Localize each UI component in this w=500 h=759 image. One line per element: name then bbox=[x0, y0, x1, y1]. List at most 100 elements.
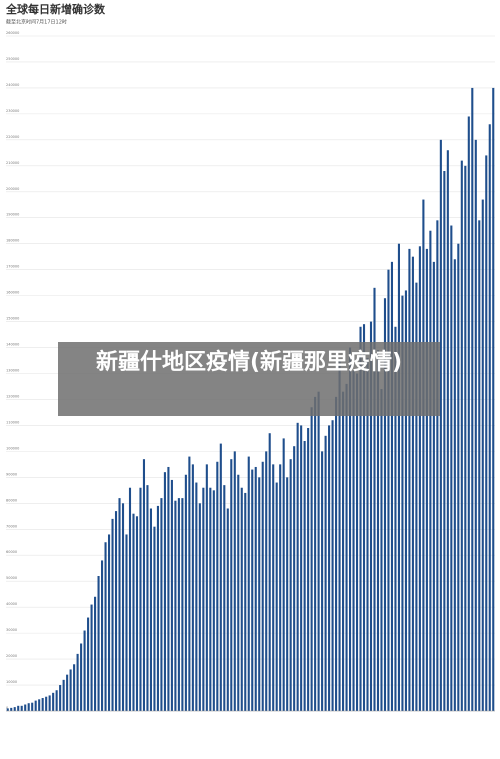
y-tick-label: 90000 bbox=[6, 472, 17, 476]
bar bbox=[87, 617, 90, 711]
y-tick-label: 240000 bbox=[6, 83, 19, 87]
bar bbox=[66, 674, 69, 711]
y-tick-label: 200000 bbox=[6, 187, 19, 191]
bar bbox=[101, 560, 104, 711]
bar bbox=[338, 360, 341, 711]
bar bbox=[195, 482, 198, 711]
bar bbox=[282, 438, 285, 711]
bar bbox=[121, 503, 125, 711]
bar bbox=[135, 516, 139, 711]
bar bbox=[254, 466, 257, 711]
bar bbox=[429, 230, 432, 711]
bar bbox=[107, 534, 111, 711]
bar bbox=[156, 505, 159, 711]
bar bbox=[261, 461, 264, 711]
bar bbox=[55, 690, 58, 711]
bar bbox=[41, 698, 44, 711]
bar bbox=[59, 685, 62, 711]
bar bbox=[94, 596, 97, 711]
bar bbox=[146, 485, 149, 711]
bar bbox=[69, 669, 72, 711]
bar bbox=[279, 464, 282, 711]
bar bbox=[76, 653, 79, 711]
y-tick-label: 10000 bbox=[6, 680, 17, 684]
bar bbox=[401, 295, 404, 711]
y-tick-label: 70000 bbox=[6, 524, 17, 528]
bar bbox=[331, 420, 334, 711]
bar bbox=[216, 461, 219, 711]
y-tick-label: 150000 bbox=[6, 317, 19, 321]
bar bbox=[464, 165, 467, 712]
bar bbox=[272, 464, 275, 711]
bar bbox=[139, 487, 142, 711]
bar bbox=[20, 705, 23, 711]
bar bbox=[202, 487, 205, 711]
bar bbox=[404, 290, 407, 711]
bar bbox=[188, 456, 191, 711]
bar bbox=[373, 287, 376, 711]
bar bbox=[471, 87, 474, 711]
bar bbox=[181, 498, 184, 711]
bar bbox=[209, 487, 212, 711]
y-tick-label: 180000 bbox=[6, 239, 19, 243]
y-tick-label: 20000 bbox=[6, 654, 17, 658]
bar bbox=[45, 696, 48, 711]
bar bbox=[73, 664, 76, 711]
bar bbox=[230, 459, 233, 711]
bar bbox=[62, 679, 65, 711]
bar bbox=[34, 700, 37, 711]
bar bbox=[432, 261, 435, 711]
bar bbox=[251, 469, 254, 711]
y-tick-label: 210000 bbox=[6, 161, 19, 165]
bar bbox=[167, 466, 170, 711]
bar bbox=[342, 391, 345, 711]
y-tick-label: 230000 bbox=[6, 109, 19, 113]
bar bbox=[191, 464, 194, 711]
bar bbox=[31, 702, 34, 711]
bar bbox=[376, 350, 380, 711]
bar bbox=[474, 139, 477, 711]
bar bbox=[153, 526, 156, 711]
bar bbox=[160, 498, 163, 711]
bar bbox=[170, 479, 173, 711]
bar bbox=[453, 259, 456, 711]
bar bbox=[408, 248, 411, 711]
bar bbox=[219, 443, 222, 711]
bar bbox=[383, 298, 387, 711]
bar bbox=[492, 87, 495, 711]
bar bbox=[317, 391, 320, 711]
bar bbox=[457, 243, 460, 711]
y-tick-label: 0 bbox=[6, 706, 8, 710]
bar bbox=[478, 220, 481, 712]
bar bbox=[174, 500, 177, 711]
y-tick-label: 120000 bbox=[6, 394, 19, 398]
bar bbox=[237, 474, 240, 711]
bar bbox=[149, 508, 153, 711]
bar bbox=[481, 199, 484, 712]
y-tick-label: 50000 bbox=[6, 576, 17, 580]
bar bbox=[142, 459, 146, 711]
bar bbox=[163, 472, 166, 711]
bar bbox=[258, 477, 261, 711]
y-tick-label: 30000 bbox=[6, 628, 17, 632]
bar bbox=[184, 474, 187, 711]
bar bbox=[362, 324, 366, 711]
bar bbox=[314, 396, 317, 711]
bar bbox=[212, 490, 215, 711]
y-tick-label: 250000 bbox=[6, 57, 19, 61]
y-tick-label: 190000 bbox=[6, 213, 19, 217]
bar bbox=[303, 441, 306, 711]
bar bbox=[240, 487, 243, 711]
y-tick-label: 80000 bbox=[6, 498, 17, 502]
bar bbox=[244, 492, 247, 711]
bar bbox=[324, 435, 327, 711]
y-tick-label: 60000 bbox=[6, 550, 17, 554]
bar bbox=[439, 139, 442, 711]
bar bbox=[345, 383, 348, 711]
bar bbox=[13, 707, 16, 711]
bar bbox=[265, 451, 268, 711]
y-tick-label: 40000 bbox=[6, 602, 17, 606]
chart-subtitle: 截至北京时间7月17日12时 bbox=[6, 19, 67, 26]
bar bbox=[366, 357, 369, 711]
